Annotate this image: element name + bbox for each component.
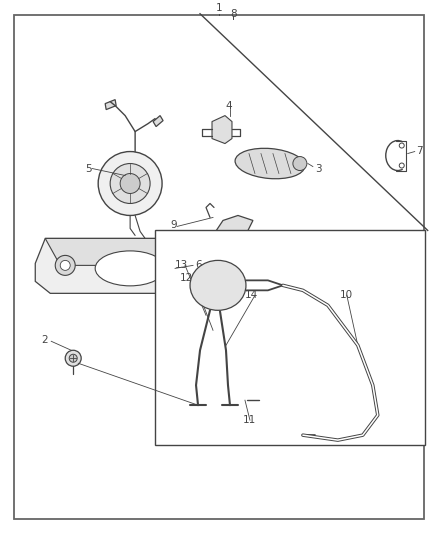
Polygon shape bbox=[203, 215, 253, 261]
Text: 9: 9 bbox=[170, 221, 177, 230]
Circle shape bbox=[55, 255, 75, 276]
Text: 3: 3 bbox=[315, 164, 321, 174]
Polygon shape bbox=[45, 238, 200, 265]
Circle shape bbox=[60, 261, 70, 270]
Circle shape bbox=[312, 432, 318, 438]
Text: 13: 13 bbox=[175, 261, 188, 270]
Circle shape bbox=[69, 354, 77, 362]
Circle shape bbox=[110, 164, 150, 204]
Text: 1: 1 bbox=[215, 3, 223, 13]
Circle shape bbox=[170, 284, 180, 293]
Circle shape bbox=[225, 400, 235, 410]
Text: 5: 5 bbox=[85, 164, 92, 174]
Circle shape bbox=[293, 157, 307, 171]
Circle shape bbox=[209, 277, 227, 294]
Text: 12: 12 bbox=[180, 273, 193, 284]
Polygon shape bbox=[105, 100, 116, 110]
Circle shape bbox=[120, 174, 140, 193]
Circle shape bbox=[256, 397, 262, 403]
Ellipse shape bbox=[95, 251, 165, 286]
Circle shape bbox=[399, 143, 404, 148]
Circle shape bbox=[200, 268, 236, 303]
Text: 4: 4 bbox=[225, 101, 232, 111]
Polygon shape bbox=[153, 116, 163, 126]
Polygon shape bbox=[291, 430, 305, 440]
Polygon shape bbox=[35, 238, 200, 293]
Text: 11: 11 bbox=[243, 415, 256, 425]
Bar bbox=[155, 230, 425, 445]
Text: 10: 10 bbox=[340, 290, 353, 300]
Circle shape bbox=[399, 163, 404, 168]
Ellipse shape bbox=[190, 261, 246, 310]
Text: 7: 7 bbox=[416, 146, 422, 156]
Circle shape bbox=[193, 400, 203, 410]
Polygon shape bbox=[212, 116, 232, 143]
Ellipse shape bbox=[235, 148, 305, 179]
Text: 6: 6 bbox=[195, 261, 201, 270]
Text: 2: 2 bbox=[41, 335, 48, 345]
Text: 8: 8 bbox=[230, 9, 237, 19]
Circle shape bbox=[98, 151, 162, 215]
Circle shape bbox=[65, 350, 81, 366]
Text: 14: 14 bbox=[245, 290, 258, 300]
Polygon shape bbox=[235, 395, 247, 405]
